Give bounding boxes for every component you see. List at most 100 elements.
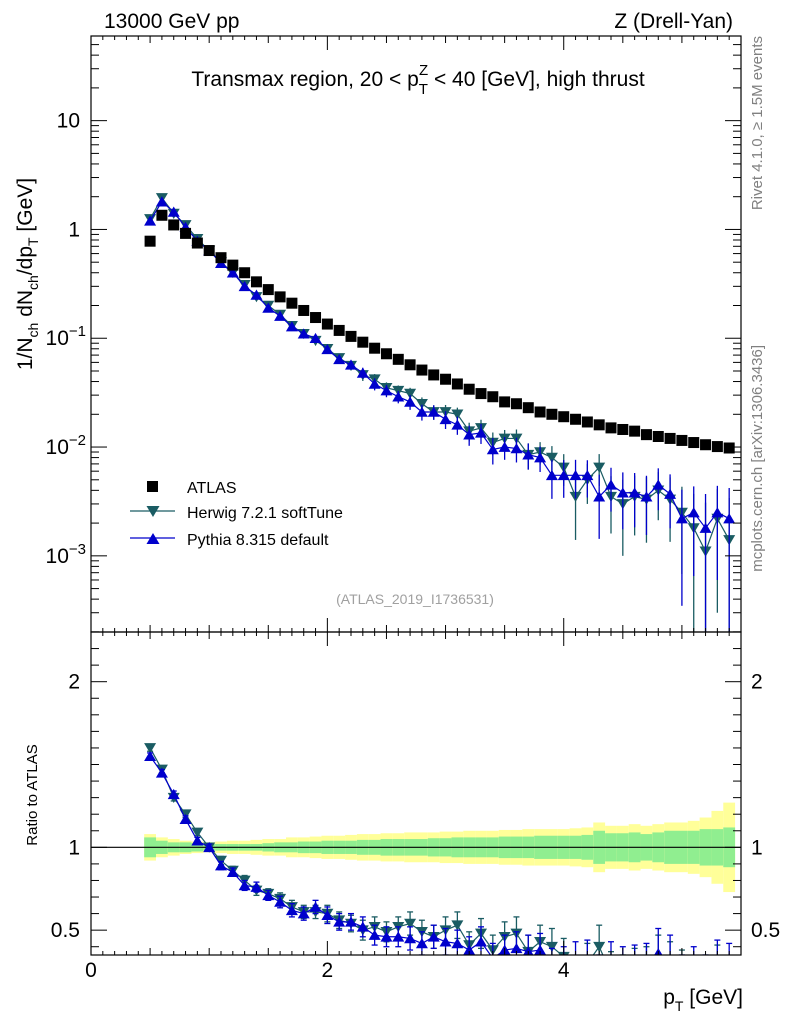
atlas-point [310,312,322,324]
atlas-point [522,402,534,414]
atlas-point [404,359,416,371]
plot-title: Transmax region, 20 < pTZ < 40 [GeV], hi… [191,62,644,98]
atlas-point [499,396,511,408]
ratio-panel-series [91,743,741,986]
legend-marker-atlas [147,481,158,492]
atlas-point [558,411,570,423]
pythia-ratio-point [333,916,346,927]
atlas-point [570,413,582,425]
pythia-point [569,469,582,481]
ratio-panel-frame [90,631,742,956]
pythia-point [285,321,298,332]
atlas-point [581,416,593,428]
atlas-point [617,423,629,435]
pythia-point [321,343,334,355]
atlas-point [440,373,452,385]
pythia-ratio-point [285,904,298,916]
y-tick-label-ratio-left: 2 [68,671,80,694]
pythia-point [439,413,452,425]
y-tick-label-ratio-left: 1 [68,836,80,859]
herwig-ratio-point [593,941,606,953]
pythia-ratio-point [534,944,547,955]
y-tick-label-top: 10−3 [46,541,86,568]
pythia-point [345,359,357,370]
atlas-point [392,353,404,365]
atlas-point [333,324,345,336]
pythia-ratio-point [191,835,204,846]
pythia-ratio-point [617,965,629,975]
pythia-point [723,513,736,524]
pythia-ratio-point [711,966,723,976]
pythia-ratio-point [439,936,452,947]
pythia-ratio-point [215,860,227,871]
herwig-point [545,452,558,463]
pythia-point [427,406,440,417]
pythia-point [545,469,558,481]
pythia-point [309,332,322,344]
y-tick-label-top: 10−2 [46,432,86,459]
pythia-point [593,491,606,502]
pythia-ratio-point [262,889,275,901]
herwig-ratio-point [451,920,464,931]
pythia-point [534,452,547,463]
header-left: 13000 GeV pp [104,10,239,33]
pythia-point [486,444,499,455]
pythia-point [238,280,251,292]
atlas-point [239,267,251,279]
pythia-ratio-point [676,976,688,986]
atlas-point [475,388,487,400]
legend: ATLAS Herwig 7.2.1 softTune Pythia 8.315… [130,480,343,549]
herwig-ratio-point [629,967,641,977]
pythia-point [262,302,275,313]
pythia-ratio-point [427,931,440,942]
herwig-ratio-point [676,972,688,982]
herwig-ratio-point [545,941,558,953]
atlas-point [369,342,381,354]
pythia-ratio-point [723,971,735,981]
atlas-point [357,336,369,348]
herwig-ratio-point [144,743,157,754]
y-tick-label-ratio-left: 0.5 [51,919,80,942]
pythia-ratio-point [587,954,588,955]
pythia-point [605,479,617,490]
pythia-point [510,443,523,454]
pythia-point [368,378,381,389]
atlas-point [723,442,735,454]
atlas-point [640,429,652,441]
atlas-point [487,391,499,403]
pythia-ratio-point [356,921,369,932]
herwig-ratio-point [711,972,723,982]
pythia-ratio-point [570,956,582,966]
pythia-point [557,469,570,481]
x-axis-label: pT [GeV] [663,986,743,1014]
pythia-ratio-point [345,916,357,927]
herwig-point [415,398,428,410]
pythia-point [628,487,641,498]
atlas-point [534,406,546,418]
pythia-ratio-point [250,881,263,892]
pythia-ratio-point [510,942,523,954]
pythia-point [155,196,168,207]
pythia-point [664,488,677,499]
atlas-point [321,318,333,330]
pythia-point [167,206,180,217]
pythia-ratio-point [664,956,676,966]
mcplots-label: mcplots.cern.ch [arXiv:1306.3436] [749,345,766,572]
x-tick-label: 2 [322,959,334,982]
herwig-point [404,388,417,399]
pythia-ratio-point [475,936,487,947]
atlas-point [298,304,310,316]
herwig-ratio-point [605,968,617,978]
pythia-point [297,328,310,339]
pythia-point [356,367,369,378]
pythia-ratio-point [688,969,700,979]
y-axis-label-ratio: Ratio to ATLAS [24,744,41,845]
herwig-ratio-point [581,958,593,968]
herwig-point [593,462,606,473]
y-tick-label-ratio-right: 0.5 [751,919,780,942]
herwig-ratio-point [640,967,652,977]
pythia-point [498,441,511,452]
legend-label-atlas: ATLAS [187,480,237,497]
y-tick-label-top: 1 [68,218,80,241]
pythia-ratio-point [404,933,417,944]
